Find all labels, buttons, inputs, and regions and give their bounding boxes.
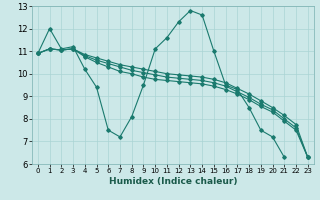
X-axis label: Humidex (Indice chaleur): Humidex (Indice chaleur) (108, 177, 237, 186)
